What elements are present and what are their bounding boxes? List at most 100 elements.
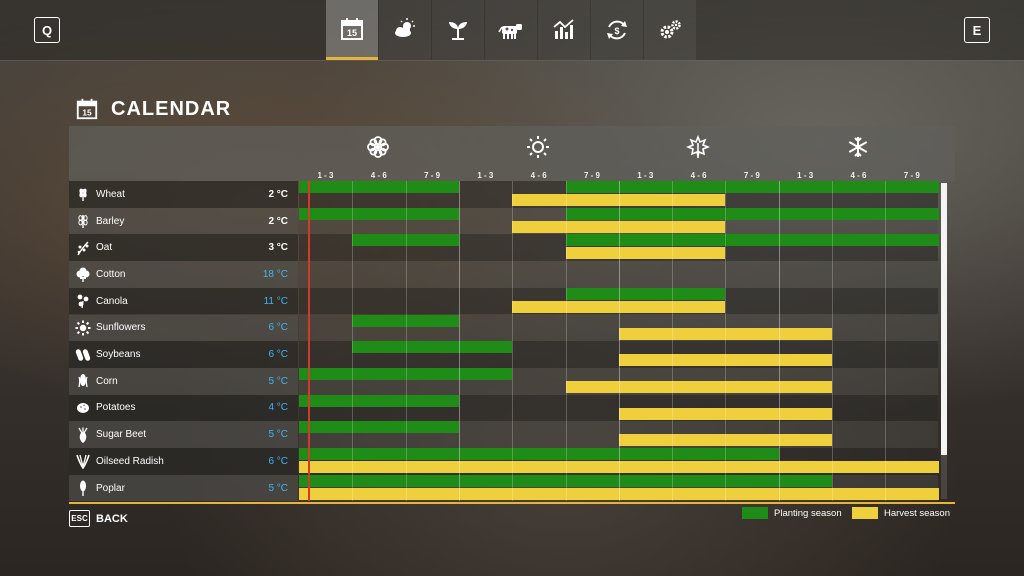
- tab-statistics[interactable]: [538, 0, 590, 60]
- crop-name: Corn: [96, 375, 118, 387]
- crop-min-temperature: 4 °C: [268, 402, 288, 414]
- grid-line: [778, 181, 780, 501]
- grid-line: [565, 181, 567, 501]
- oat-icon: [73, 239, 93, 257]
- crop-row-wheat: Wheat 2 °C: [69, 181, 298, 208]
- crop-row-barley: Barley 2 °C: [69, 207, 298, 235]
- period-label: 1 - 3: [477, 171, 494, 180]
- soybean-icon: [73, 346, 93, 364]
- crop-min-temperature: 2 °C: [268, 188, 288, 200]
- harvest-season-bar: [618, 407, 832, 420]
- planting-season-bar: [565, 287, 726, 300]
- autumn-leaf-icon: [686, 135, 710, 158]
- crop-row-poplar: Poplar 5 °C: [69, 474, 298, 502]
- tab-animals[interactable]: [485, 0, 537, 60]
- svg-text:15: 15: [347, 28, 357, 38]
- grid-line: [352, 181, 354, 501]
- page-title: CALENDAR: [111, 97, 232, 120]
- harvest-season-bar: [565, 247, 726, 260]
- tab-crops[interactable]: [432, 0, 484, 60]
- season-row: [299, 367, 938, 395]
- crop-row-oilseed-radish: Oilseed Radish 6 °C: [69, 448, 298, 475]
- period-label: 1 - 3: [797, 171, 814, 180]
- period-label: 4 - 6: [690, 171, 707, 180]
- crop-min-temperature: 2 °C: [268, 215, 288, 227]
- potato-icon: [73, 399, 93, 417]
- crop-name: Potatoes: [96, 402, 136, 414]
- grid-line: [672, 181, 674, 501]
- period-label: 7 - 9: [583, 171, 600, 180]
- finance-icon: $: [607, 20, 627, 40]
- crop-row-oat: Oat 3 °C: [69, 234, 298, 262]
- harvest-season-bar: [299, 487, 939, 500]
- crop-name: Cotton: [96, 268, 126, 280]
- page-header: 15 CALENDAR: [75, 97, 231, 121]
- scrollbar-thumb[interactable]: [941, 183, 947, 455]
- summer-sun-icon: [527, 136, 549, 158]
- planting-season-bar: [299, 394, 459, 407]
- corn-icon: [73, 372, 93, 390]
- tab-calendar[interactable]: 15: [326, 0, 378, 60]
- crop-row-corn: Corn 5 °C: [69, 367, 298, 395]
- sunflower-icon: [73, 319, 93, 337]
- crop-list: Wheat 2 °C Barley 2 °C Oat 3 °C Cotton 18 °C Can…: [69, 181, 298, 502]
- grid-line: [832, 181, 833, 501]
- crop-row-soybeans: Soybeans 6 °C: [69, 341, 298, 368]
- season-row: [299, 448, 939, 475]
- settings-icon: [660, 20, 681, 39]
- period-label: 4 - 6: [530, 171, 547, 180]
- calendar-panel: 1 - 3 4 - 6 7 - 9 1 - 3 4 - 6 7 - 9 1 - 3 4 - 6…: [69, 126, 955, 504]
- season-row: [299, 181, 939, 208]
- grid-line: [618, 181, 620, 501]
- tab-settings[interactable]: [644, 0, 696, 60]
- period-label: 7 - 9: [903, 171, 920, 180]
- harvest-season-bar: [512, 300, 726, 313]
- top-menu-bar: Q 15 $ E: [0, 0, 1024, 61]
- next-page-key-e[interactable]: E: [964, 17, 990, 43]
- cotton-icon: [73, 265, 93, 283]
- season-grid: [299, 181, 939, 502]
- planting-season-bar: [352, 314, 459, 327]
- poplar-icon: [73, 479, 93, 497]
- planting-season-bar: [299, 448, 779, 460]
- season-row: [299, 394, 938, 422]
- season-row: [299, 314, 938, 342]
- grid-line: [512, 181, 514, 501]
- period-label: 4 - 6: [850, 171, 867, 180]
- period-label: 7 - 9: [743, 171, 760, 180]
- tab-weather[interactable]: [379, 0, 431, 60]
- current-date-marker: [308, 181, 310, 501]
- planting-swatch: [742, 507, 768, 519]
- back-button[interactable]: ESC BACK: [69, 510, 128, 527]
- crop-min-temperature: 6 °C: [268, 455, 288, 467]
- back-label: BACK: [96, 512, 128, 525]
- menu-tabs: 15 $: [326, 0, 697, 60]
- calendar-header: 1 - 3 4 - 6 7 - 9 1 - 3 4 - 6 7 - 9 1 - 3 4 - 6…: [69, 126, 955, 181]
- planting-season-bar: [299, 367, 513, 380]
- legend-harvest-label: Harvest season: [884, 507, 951, 519]
- svg-text:$: $: [614, 26, 619, 36]
- crop-name: Barley: [96, 215, 125, 227]
- prev-page-key-q[interactable]: Q: [34, 17, 60, 43]
- tab-finances[interactable]: $: [591, 0, 643, 60]
- crop-row-cotton: Cotton 18 °C: [69, 261, 298, 288]
- crop-min-temperature: 3 °C: [268, 242, 288, 254]
- grid-line: [458, 181, 460, 501]
- period-label: 7 - 9: [424, 171, 441, 180]
- sugar-beet-icon: [73, 426, 93, 444]
- season-row: [299, 234, 939, 262]
- legend-planting-label: Planting season: [774, 507, 842, 519]
- crop-row-canola: Canola 11 °C: [69, 287, 298, 315]
- planting-season-bar: [565, 234, 939, 247]
- crop-min-temperature: 5 °C: [268, 375, 288, 387]
- crop-row-sugar-beet: Sugar Beet 5 °C: [69, 421, 298, 448]
- crop-min-temperature: 18 °C: [262, 268, 288, 280]
- season-row: [299, 341, 938, 368]
- crop-name: Soybeans: [96, 349, 141, 361]
- esc-key: ESC: [69, 510, 90, 527]
- crop-row-potatoes: Potatoes 4 °C: [69, 394, 298, 422]
- planting-season-bar: [352, 234, 459, 247]
- harvest-swatch: [852, 507, 878, 519]
- grid-line: [725, 181, 727, 501]
- crop-min-temperature: 5 °C: [268, 429, 288, 441]
